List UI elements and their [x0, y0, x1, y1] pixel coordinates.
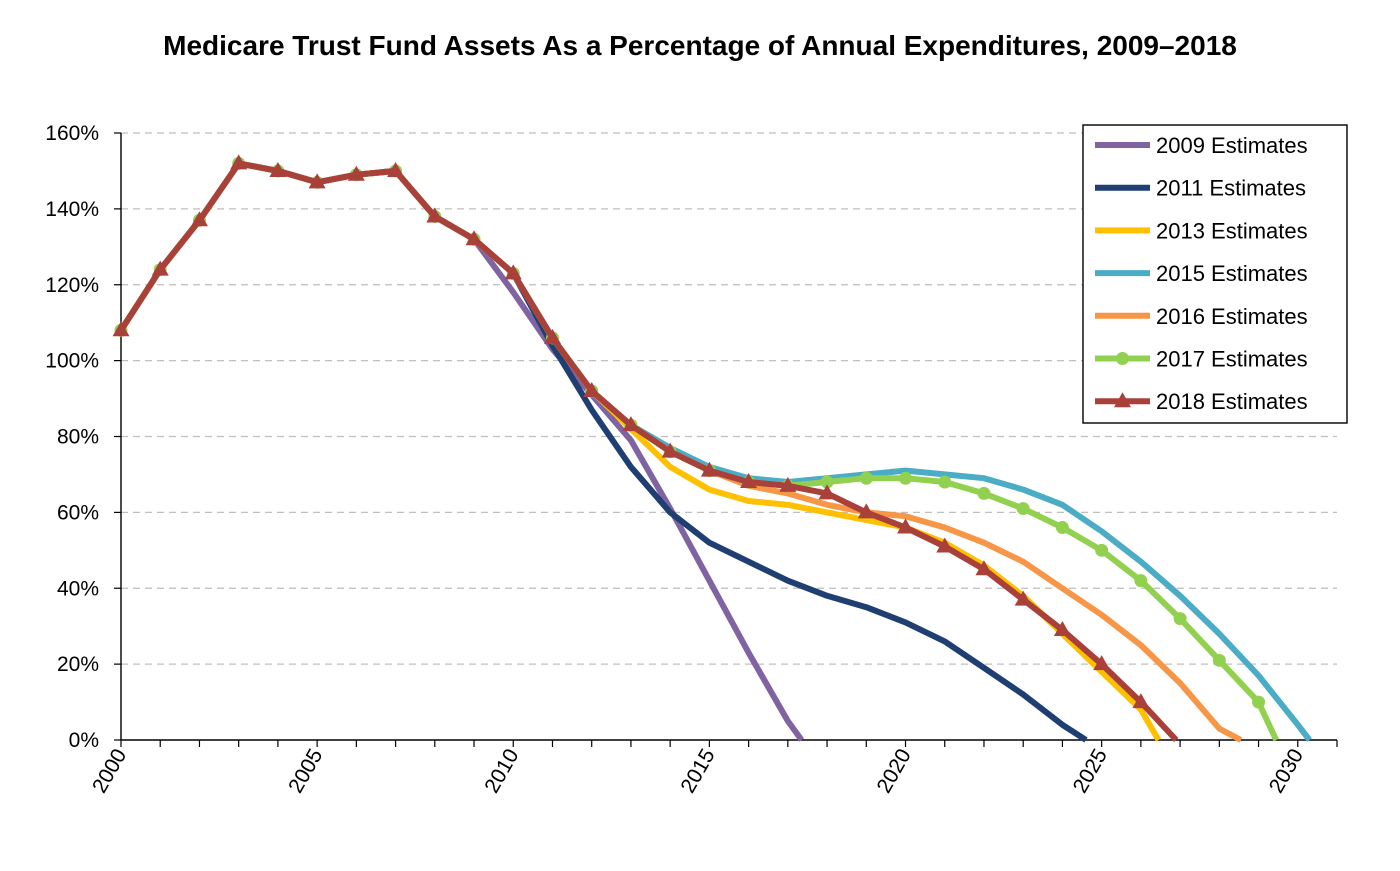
- legend-marker: [1116, 352, 1129, 365]
- data-point: [661, 442, 679, 458]
- x-tick-label: 2025: [1069, 745, 1112, 797]
- x-tick-label: 2010: [480, 745, 523, 797]
- x-tick-label: 2005: [284, 745, 327, 797]
- x-tick-label: 2015: [676, 745, 719, 797]
- x-tick-label: 2000: [88, 745, 131, 797]
- y-tick-label: 0%: [69, 729, 99, 752]
- data-point: [230, 154, 248, 170]
- data-point: [1014, 590, 1032, 606]
- data-point: [820, 475, 834, 489]
- series-lines: [112, 154, 1312, 743]
- data-point: [426, 207, 444, 223]
- data-point: [975, 560, 993, 576]
- data-point: [977, 486, 991, 500]
- data-point: [1173, 612, 1187, 626]
- y-tick-label: 100%: [45, 350, 99, 373]
- x-tick-label: 2020: [873, 745, 916, 797]
- data-point: [190, 211, 208, 227]
- legend-label: 2018 Estimates: [1156, 389, 1308, 414]
- data-point: [387, 161, 405, 177]
- legend-label: 2011 Estimates: [1156, 176, 1306, 201]
- data-point: [899, 471, 913, 485]
- data-point: [1055, 521, 1069, 535]
- data-point: [897, 518, 915, 534]
- series-line: [118, 160, 1179, 743]
- data-point: [1095, 543, 1109, 557]
- y-tick-label: 20%: [57, 653, 99, 676]
- data-point: [1252, 695, 1266, 709]
- data-point: [543, 328, 561, 344]
- y-tick-label: 60%: [57, 501, 99, 524]
- data-point: [622, 416, 640, 432]
- data-point: [859, 471, 873, 485]
- data-point: [112, 321, 130, 337]
- data-point: [1053, 620, 1071, 636]
- data-point: [700, 461, 718, 477]
- y-tick-label: 40%: [57, 577, 99, 600]
- legend-label: 2009 Estimates: [1156, 133, 1308, 158]
- data-point: [308, 173, 326, 189]
- data-point: [465, 230, 483, 246]
- data-point: [151, 260, 169, 276]
- legend-label: 2015 Estimates: [1156, 261, 1308, 286]
- legend: 2009 Estimates 2011 Estimates 2013 Estimat…: [1082, 124, 1348, 424]
- data-point: [583, 381, 601, 397]
- legend-label: 2017 Estimates: [1156, 347, 1308, 372]
- data-point: [1212, 653, 1226, 667]
- y-tick-label: 120%: [45, 274, 99, 297]
- legend-label: 2013 Estimates: [1156, 218, 1308, 243]
- y-tick-label: 160%: [45, 122, 99, 145]
- series-line: [118, 160, 805, 742]
- data-point: [818, 484, 836, 500]
- data-point: [1134, 574, 1148, 588]
- data-point: [269, 161, 287, 177]
- legend-marker: [1114, 392, 1131, 408]
- y-tick-label: 80%: [57, 426, 99, 449]
- data-point: [938, 475, 952, 489]
- series-line: [118, 160, 1088, 743]
- y-tick-label: 140%: [45, 198, 99, 221]
- data-point: [779, 476, 797, 492]
- data-point: [1093, 655, 1111, 671]
- data-point: [857, 503, 875, 519]
- legend-label: 2016 Estimates: [1156, 304, 1308, 329]
- x-tick-label: 2030: [1265, 745, 1308, 797]
- data-point: [347, 165, 365, 181]
- chart-title: Medicare Trust Fund Assets As a Percenta…: [163, 30, 1237, 61]
- data-point: [936, 537, 954, 553]
- data-point: [1016, 502, 1030, 516]
- data-point: [1132, 693, 1150, 709]
- data-point: [504, 264, 522, 280]
- data-point: [740, 473, 758, 489]
